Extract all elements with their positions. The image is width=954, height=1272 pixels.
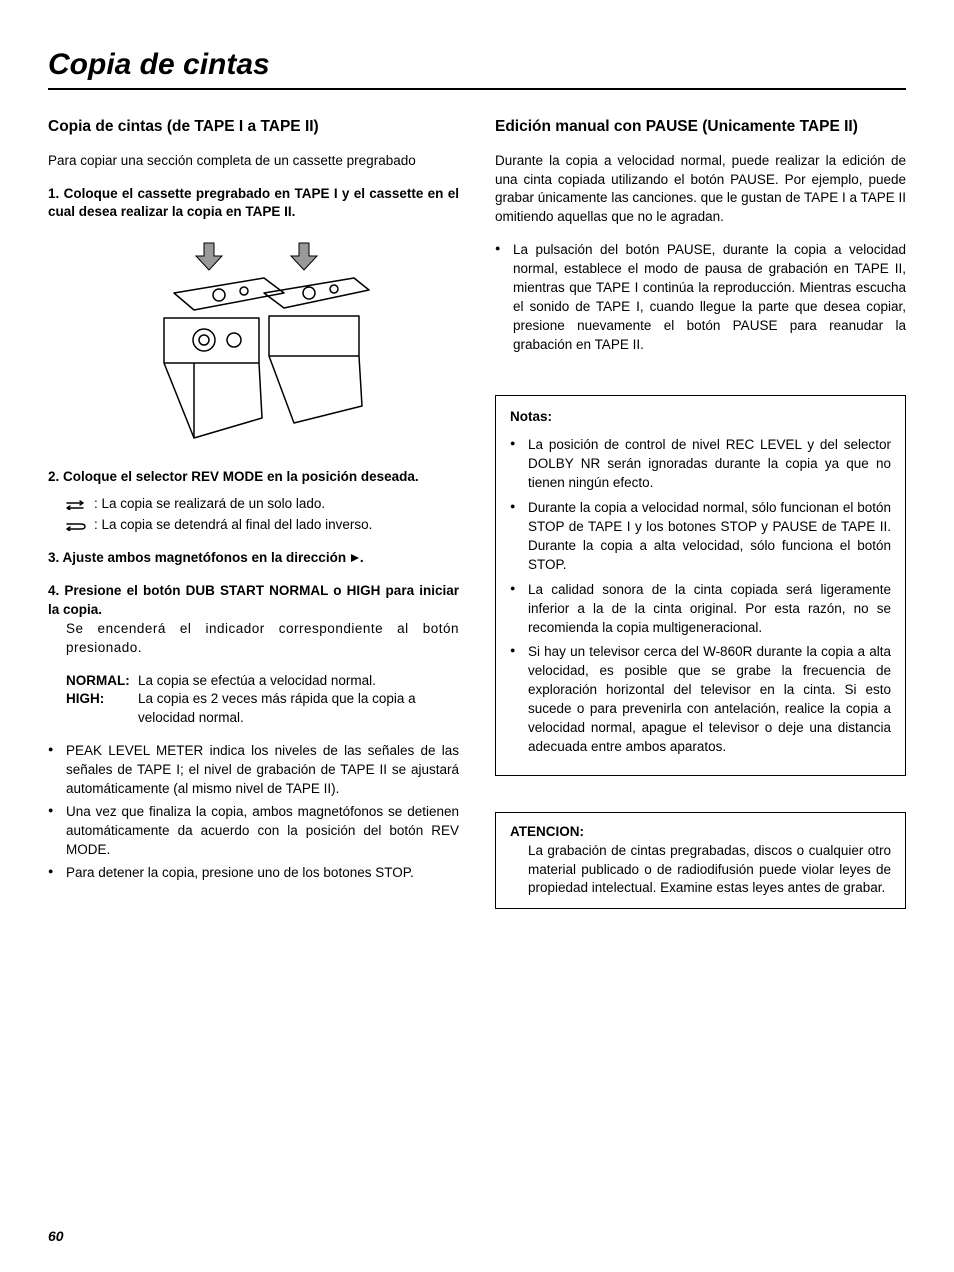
- atencion-box: ATENCION: La grabación de cintas pregrab…: [495, 812, 906, 910]
- step1-text: 1. Coloque el cassette pregrabado en TAP…: [48, 185, 459, 223]
- step-2: 2. Coloque el selector REV MODE en la po…: [48, 468, 459, 535]
- normal-label: NORMAL:: [66, 672, 138, 691]
- rev-mode-reverse: : La copia se detendrá al final del lado…: [48, 516, 459, 535]
- rev1-text: : La copia se realizará de un solo lado.: [94, 495, 325, 514]
- page-number: 60: [48, 1228, 64, 1244]
- step-4: 4. Presione el botón DUB START NORMAL o …: [48, 582, 459, 728]
- rev2-text: : La copia se detendrá al final del lado…: [94, 516, 372, 535]
- rev-icon-one-side: [66, 495, 94, 514]
- rev-icon-reverse: [66, 516, 94, 535]
- step3-b: .: [360, 550, 364, 565]
- atencion-body: La grabación de cintas pregrabadas, disc…: [510, 842, 891, 899]
- high-text: La copia es 2 veces más rápida que la co…: [138, 690, 459, 728]
- cassette-illustration: [48, 238, 459, 448]
- content-columns: Copia de cintas (de TAPE I a TAPE II) Pa…: [48, 116, 906, 909]
- note-2: La calidad sonora de la cinta copiada se…: [510, 581, 891, 638]
- step2-text: 2. Coloque el selector REV MODE en la po…: [48, 468, 459, 487]
- notes-title: Notas:: [510, 408, 891, 427]
- page-title: Copia de cintas: [48, 48, 906, 90]
- right-column: Edición manual con PAUSE (Unicamente TAP…: [495, 116, 906, 909]
- left-column: Copia de cintas (de TAPE I a TAPE II) Pa…: [48, 116, 459, 909]
- left-bullets: PEAK LEVEL METER indica los niveles de l…: [48, 742, 459, 882]
- notes-box: Notas: La posición de control de nivel R…: [495, 395, 906, 776]
- step4-head: 4. Presione el botón DUB START NORMAL o …: [48, 582, 459, 620]
- step-3: 3. Ajuste ambos magnetófonos en la direc…: [48, 549, 459, 568]
- left-intro: Para copiar una sección completa de un c…: [48, 152, 459, 171]
- speed-normal: NORMAL: La copia se efectúa a velocidad …: [66, 672, 459, 691]
- play-icon: [350, 549, 360, 568]
- left-bullet-0: PEAK LEVEL METER indica los niveles de l…: [48, 742, 459, 799]
- atencion-title: ATENCION:: [510, 824, 584, 839]
- right-main-bullet: La pulsación del botón PAUSE, durante la…: [495, 241, 906, 354]
- step3-text: 3. Ajuste ambos magnetófonos en la direc…: [48, 549, 459, 568]
- speed-high: HIGH: La copia es 2 veces más rápida que…: [66, 690, 459, 728]
- note-3: Si hay un televisor cerca del W-860R dur…: [510, 643, 891, 756]
- left-bullet-2: Para detener la copia, presione uno de l…: [48, 864, 459, 883]
- notes-list: La posición de control de nivel REC LEVE…: [510, 436, 891, 756]
- right-intro: Durante la copia a velocidad normal, pue…: [495, 152, 906, 228]
- note-0: La posición de control de nivel REC LEVE…: [510, 436, 891, 493]
- normal-text: La copia se efectúa a velocidad normal.: [138, 672, 376, 691]
- rev-mode-one-side: : La copia se realizará de un solo lado.: [48, 495, 459, 514]
- step4-body: Se encenderá el indicador correspondient…: [48, 620, 459, 658]
- left-bullet-1: Una vez que finaliza la copia, ambos mag…: [48, 803, 459, 860]
- step3-a: 3. Ajuste ambos magnetófonos en la direc…: [48, 550, 350, 565]
- note-1: Durante la copia a velocidad normal, sól…: [510, 499, 891, 575]
- right-bullet-pause: La pulsación del botón PAUSE, durante la…: [495, 241, 906, 354]
- step-1: 1. Coloque el cassette pregrabado en TAP…: [48, 185, 459, 223]
- left-heading: Copia de cintas (de TAPE I a TAPE II): [48, 116, 459, 138]
- right-heading: Edición manual con PAUSE (Unicamente TAP…: [495, 116, 906, 138]
- high-label: HIGH:: [66, 690, 138, 728]
- atencion-content: ATENCION: La grabación de cintas pregrab…: [510, 823, 891, 899]
